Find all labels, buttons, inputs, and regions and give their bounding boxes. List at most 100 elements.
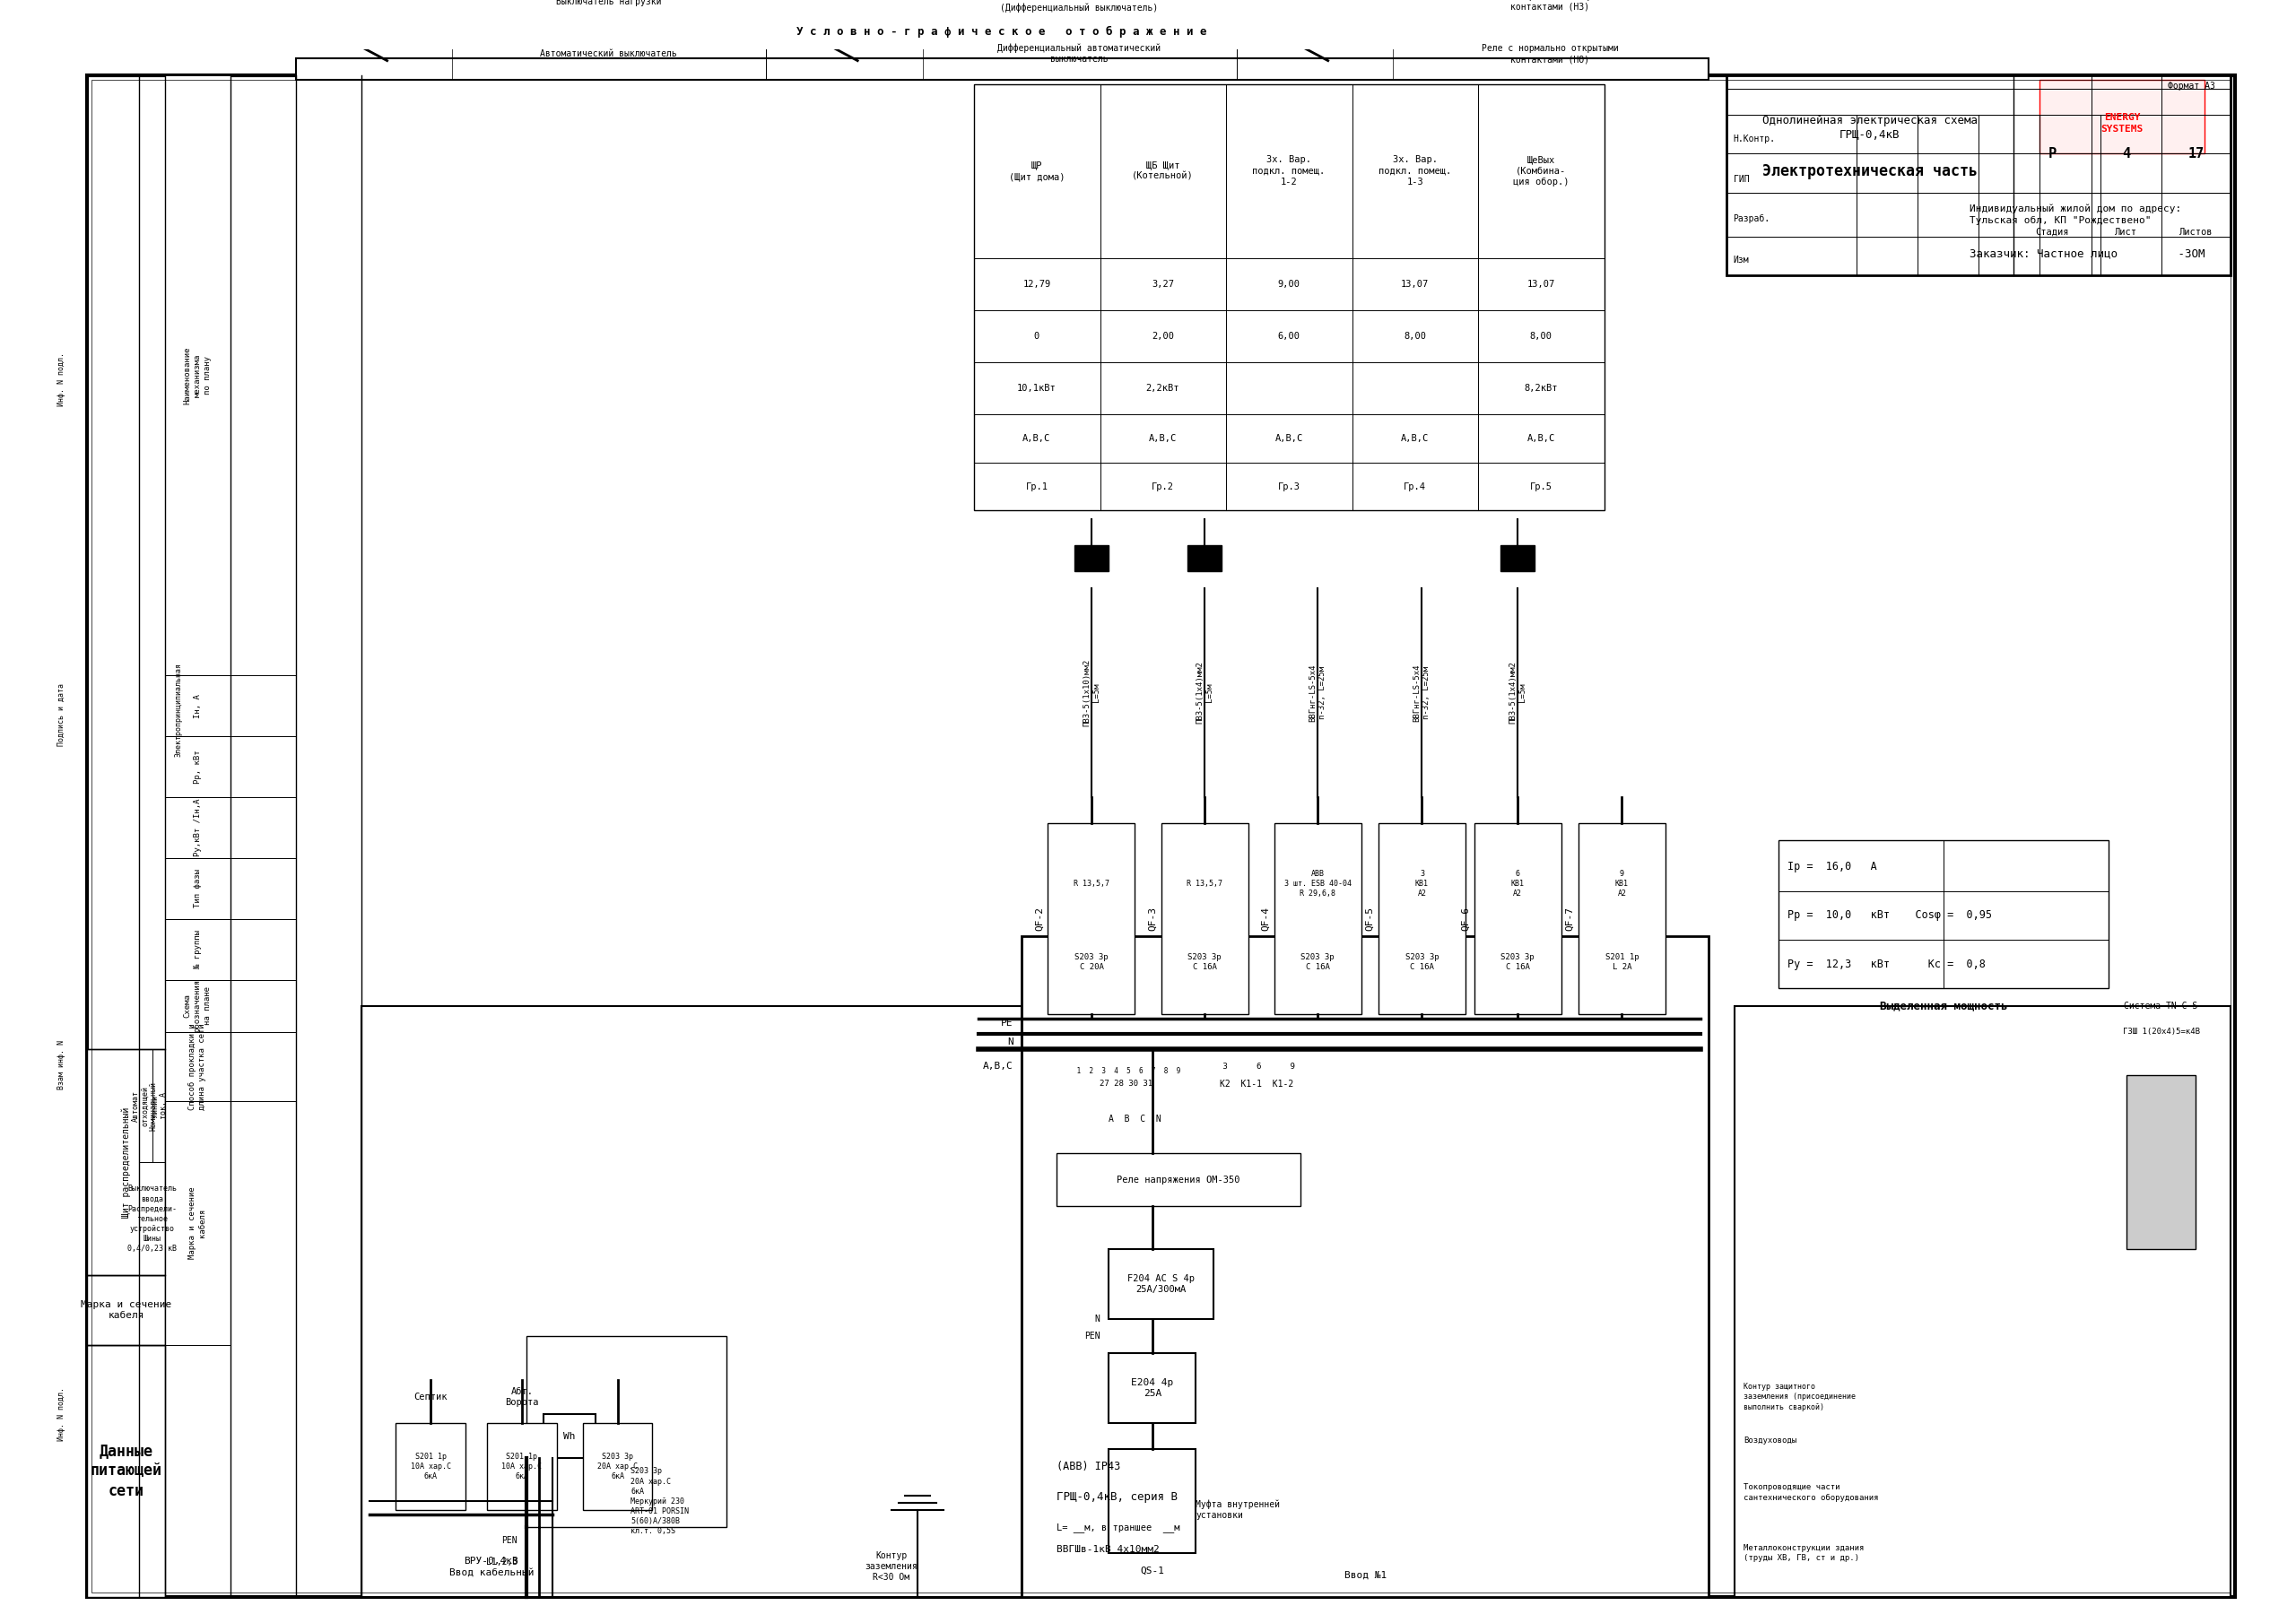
Text: F204 АС S 4р
25А/300мА: F204 АС S 4р 25А/300мА <box>1127 1274 1194 1294</box>
Text: ПВЗ-5(1х10)мм2
L=5м: ПВЗ-5(1х10)мм2 L=5м <box>1081 659 1100 727</box>
Text: R 13,5,7: R 13,5,7 <box>1075 880 1109 888</box>
Text: 13,07: 13,07 <box>1527 279 1554 289</box>
Text: Номинальный
ток, А: Номинальный ток, А <box>149 1081 168 1130</box>
Text: E204 4р
25А: E204 4р 25А <box>1132 1378 1173 1399</box>
Text: S203 3р
C 16А: S203 3р C 16А <box>1302 953 1334 971</box>
Text: Гр.4: Гр.4 <box>1403 482 1426 492</box>
Text: Гр.1: Гр.1 <box>1026 482 1047 492</box>
Text: А,В,С: А,В,С <box>1274 435 1302 443</box>
Bar <box>487 1423 556 1509</box>
Text: Заказчик: Частное лицо         -ЗОМ: Заказчик: Частное лицо -ЗОМ <box>1970 248 2204 260</box>
Bar <box>544 1414 595 1457</box>
Text: А,В,С: А,В,С <box>1527 435 1554 443</box>
Text: Изм: Изм <box>1733 255 1750 265</box>
Text: QS-1: QS-1 <box>1141 1566 1164 1576</box>
Text: S203 3р
C 16А: S203 3р C 16А <box>1405 953 1440 971</box>
Text: N: N <box>1008 1037 1013 1047</box>
Bar <box>360 1006 1022 1597</box>
Text: QF-2: QF-2 <box>1035 907 1045 932</box>
Text: QF-4: QF-4 <box>1261 907 1270 932</box>
Text: Гр.3: Гр.3 <box>1277 482 1300 492</box>
Text: Способ прокладки и
длина участка сети: Способ прокладки и длина участка сети <box>188 1022 207 1110</box>
Text: Р: Р <box>2048 148 2057 161</box>
Text: Абт.
Ворота: Абт. Ворота <box>505 1388 540 1407</box>
Text: 10,1кВт: 10,1кВт <box>1017 385 1056 393</box>
Text: Гр.2: Гр.2 <box>1153 482 1173 492</box>
Text: 2,2кВт: 2,2кВт <box>1146 385 1180 393</box>
Text: Септик: Септик <box>413 1393 448 1401</box>
Text: АВВ
3 шт. ESB 40-04
R 29,6,8: АВВ 3 шт. ESB 40-04 R 29,6,8 <box>1283 870 1352 898</box>
Text: Реле напряжения ОМ-350: Реле напряжения ОМ-350 <box>1116 1175 1240 1185</box>
Text: Лист: Лист <box>2115 227 2138 237</box>
Text: 9
КВ1
А2: 9 КВ1 А2 <box>1614 870 1628 898</box>
Text: 0: 0 <box>1033 331 1040 341</box>
Text: PE: PE <box>1001 1019 1013 1027</box>
Text: Реле с нормально открытыми
контактами (НО): Реле с нормально открытыми контактами (Н… <box>1481 44 1619 63</box>
Bar <box>165 980 230 1032</box>
Text: QF-7: QF-7 <box>1566 907 1575 932</box>
Text: 2,00: 2,00 <box>1153 331 1173 341</box>
Text: Воздуховоды: Воздуховоды <box>1743 1436 1798 1444</box>
Text: 8,2кВт: 8,2кВт <box>1525 385 1559 393</box>
Text: ЩеВых
(Комбина-
ция обор.): ЩеВых (Комбина- ция обор.) <box>1513 156 1568 187</box>
Bar <box>1109 1449 1196 1553</box>
Text: Рр, кВт: Рр, кВт <box>193 750 202 784</box>
Bar <box>974 84 1605 510</box>
Text: Стадия: Стадия <box>2037 227 2069 237</box>
Text: Iн, А: Iн, А <box>193 693 202 717</box>
Bar <box>395 1423 466 1509</box>
Bar <box>165 737 230 797</box>
Text: S203 3р
C 16А: S203 3р C 16А <box>1502 953 1534 971</box>
Text: L1,2,3: L1,2,3 <box>487 1558 517 1566</box>
Text: Схема
обозначения
на плане: Схема обозначения на плане <box>184 979 211 1032</box>
Text: Автомат
отходящей
линии: Автомат отходящей линии <box>131 1086 158 1126</box>
Text: Взам инф. N: Взам инф. N <box>57 1040 64 1089</box>
Text: 3,27: 3,27 <box>1153 279 1173 289</box>
Text: У с л о в н о - г р а ф и ч е с к о е   о т о б р а ж е н и е: У с л о в н о - г р а ф и ч е с к о е о … <box>797 26 1208 37</box>
Text: Выключатель
ввода
Распредели-
тельное
устройство
Шины
0,4/0,23 кВ: Выключатель ввода Распредели- тельное ус… <box>129 1185 177 1253</box>
Bar <box>1109 1250 1212 1319</box>
Text: 3х. Вар.
подкл. помещ.
1-3: 3х. Вар. подкл. помещ. 1-3 <box>1378 156 1451 187</box>
Text: N: N <box>1095 1315 1100 1323</box>
Text: 1  2  3  4  5  6  7  8  9: 1 2 3 4 5 6 7 8 9 <box>1072 1066 1180 1074</box>
Text: QF-6: QF-6 <box>1460 907 1469 932</box>
Bar <box>1047 823 1134 1014</box>
Text: Контур
заземления
R<30 Ом: Контур заземления R<30 Ом <box>866 1552 918 1582</box>
Bar <box>1378 823 1465 1014</box>
Bar <box>165 75 230 675</box>
Text: R 13,5,7: R 13,5,7 <box>1187 880 1221 888</box>
Text: Дифференциальный автоматический
выключатель: Дифференциальный автоматический выключат… <box>999 44 1162 63</box>
Bar <box>1727 75 2232 276</box>
Text: А,В,С: А,В,С <box>1022 435 1052 443</box>
Text: Тип фазы: Тип фазы <box>193 868 202 907</box>
Text: Токопроводящие части
сантехнического оборудования: Токопроводящие части сантехнического обо… <box>1743 1483 1878 1501</box>
Text: ГИП: ГИП <box>1733 175 1750 185</box>
Text: K2  К1-1  К1-2: K2 К1-1 К1-2 <box>1219 1079 1293 1089</box>
Text: ПВЗ-5(1х4)мм2
L=5м: ПВЗ-5(1х4)мм2 L=5м <box>1196 662 1215 724</box>
Text: Система TN-C-S: Система TN-C-S <box>2124 1001 2197 1010</box>
Text: 6
КВ1
А2: 6 КВ1 А2 <box>1511 870 1525 898</box>
Text: Данные
питающей
сети: Данные питающей сети <box>90 1443 163 1498</box>
Text: Контур защитного
заземления (присоединение
выполнить сваркой): Контур защитного заземления (присоединен… <box>1743 1383 1855 1410</box>
Bar <box>526 1336 726 1527</box>
Text: Наименование
механизма
по плану: Наименование механизма по плану <box>184 346 211 404</box>
Text: S203 3р
C 20А: S203 3р C 20А <box>1075 953 1109 971</box>
Text: Рр =  10,0   кВт    Cosφ =  0,95: Рр = 10,0 кВт Cosφ = 0,95 <box>1786 909 1991 922</box>
Text: 12,79: 12,79 <box>1022 279 1052 289</box>
Text: ГРЩ-0,4кВ, серия В: ГРЩ-0,4кВ, серия В <box>1056 1492 1178 1503</box>
Text: QF-5: QF-5 <box>1366 907 1373 932</box>
Text: 8,00: 8,00 <box>1403 331 1426 341</box>
Text: Iр =  16,0   А: Iр = 16,0 А <box>1786 860 1876 873</box>
Bar <box>87 1048 165 1276</box>
Text: (АВВ) IP43: (АВВ) IP43 <box>1056 1461 1120 1472</box>
Text: Ру =  12,3   кВт      Кс =  0,8: Ру = 12,3 кВт Кс = 0,8 <box>1786 958 1986 971</box>
Bar <box>1075 545 1109 571</box>
Text: S203 3р
20А хар.С
6кА: S203 3р 20А хар.С 6кА <box>597 1453 638 1480</box>
Text: Автоматический выключатель: Автоматический выключатель <box>540 49 677 58</box>
Text: Ру,кВт /Iн,А: Ру,кВт /Iн,А <box>193 799 202 857</box>
Text: ENERGY
SYSTEMS: ENERGY SYSTEMS <box>2101 114 2142 133</box>
Text: Листов: Листов <box>2179 227 2213 237</box>
Text: ВВГнг-LS-5х4
п-32, L=25м: ВВГнг-LS-5х4 п-32, L=25м <box>1309 664 1327 722</box>
Text: S203 3р
20А хар.С
6кА
Меркурий 230
ART-01 PORSIN
5(60)А/380В
кл.т. 0,5S: S203 3р 20А хар.С 6кА Меркурий 230 ART-0… <box>631 1467 689 1535</box>
Text: ПВЗ-5(1х4)мм2
L=5м: ПВЗ-5(1х4)мм2 L=5м <box>1508 662 1527 724</box>
